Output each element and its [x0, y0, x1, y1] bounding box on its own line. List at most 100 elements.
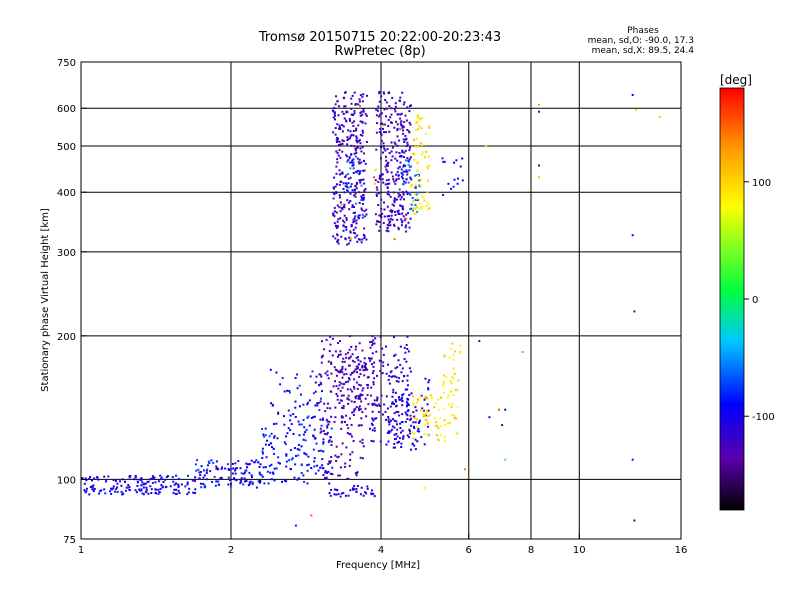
echo-point — [373, 176, 376, 179]
echo-point — [332, 131, 335, 134]
echo-point — [128, 485, 131, 488]
echo-point — [437, 427, 440, 430]
echo-point — [140, 484, 143, 487]
echo-point — [345, 174, 347, 177]
echo-point — [373, 399, 376, 402]
echo-point — [365, 492, 368, 495]
echo-point — [401, 205, 404, 208]
echo-point — [402, 215, 405, 218]
echo-point — [428, 414, 431, 417]
echo-point — [405, 119, 408, 122]
echo-point — [330, 427, 333, 430]
echo-point — [198, 471, 201, 474]
echo-point — [349, 137, 351, 140]
echo-point — [406, 434, 409, 437]
echo-point — [406, 379, 409, 382]
echo-point — [353, 378, 356, 381]
echo-point — [376, 220, 379, 223]
echo-point — [453, 414, 456, 417]
echo-point — [348, 464, 351, 467]
echo-point — [380, 198, 383, 201]
echo-point — [318, 373, 321, 376]
echo-point — [383, 403, 386, 406]
echo-point — [448, 422, 451, 425]
echo-point — [425, 396, 428, 399]
echo-point — [234, 478, 237, 481]
echo-point — [393, 336, 395, 339]
echo-point — [204, 485, 207, 488]
echo-point — [395, 120, 397, 123]
echo-point — [145, 488, 148, 491]
echo-point — [348, 398, 351, 401]
echo-point — [365, 114, 368, 117]
echo-point — [399, 204, 402, 207]
echo-point — [426, 201, 429, 204]
echo-point — [205, 472, 208, 474]
echo-point — [275, 371, 278, 374]
echo-point — [391, 175, 394, 178]
echo-point — [302, 403, 305, 406]
echo-point — [268, 465, 271, 468]
echo-point — [194, 476, 197, 479]
echo-point — [409, 370, 412, 373]
echo-point — [375, 193, 378, 196]
echo-point — [81, 477, 84, 479]
echo-point — [417, 145, 420, 148]
echo-point — [244, 480, 246, 483]
echo-point — [361, 457, 364, 460]
echo-point — [386, 164, 389, 167]
echo-point — [350, 144, 353, 147]
echo-point — [406, 418, 409, 420]
echo-point — [332, 235, 335, 238]
echo-point — [165, 475, 168, 478]
echo-point — [359, 94, 362, 97]
echo-point — [358, 162, 361, 165]
echo-point — [445, 376, 448, 379]
echo-point — [401, 404, 404, 407]
echo-point — [394, 214, 397, 216]
echo-point — [322, 473, 325, 476]
echo-point — [85, 487, 88, 490]
echo-point — [400, 224, 403, 227]
echo-point — [453, 178, 456, 181]
echo-point — [378, 92, 381, 95]
echo-point — [217, 484, 220, 486]
x-tick-label: 8 — [528, 545, 534, 556]
echo-point — [349, 355, 352, 358]
echo-point — [294, 416, 297, 418]
echo-point — [339, 210, 342, 213]
echo-point — [389, 224, 392, 227]
echo-point — [426, 422, 429, 425]
echo-point — [383, 123, 386, 126]
echo-point — [416, 425, 419, 428]
echo-point — [217, 468, 220, 471]
echo-point — [386, 407, 389, 410]
echo-point — [442, 160, 445, 163]
echo-point — [208, 462, 211, 464]
echo-point — [349, 185, 352, 188]
echo-point — [352, 125, 355, 127]
echo-point — [393, 126, 396, 129]
echo-point — [372, 339, 375, 342]
echo-point — [294, 524, 297, 527]
echo-point — [414, 448, 417, 451]
echo-point — [399, 161, 402, 164]
echo-point — [212, 461, 215, 464]
echo-point — [258, 471, 261, 474]
echo-point — [395, 400, 398, 403]
echo-point — [361, 438, 364, 441]
echo-point — [302, 419, 305, 421]
echo-point — [100, 489, 103, 492]
echo-point — [366, 394, 369, 396]
echo-point — [413, 415, 416, 418]
echo-point — [407, 436, 410, 439]
echo-point — [349, 459, 352, 461]
echo-point — [633, 310, 636, 313]
echo-point — [363, 152, 365, 155]
echo-point — [388, 221, 391, 224]
echo-point — [371, 424, 374, 426]
echo-point — [451, 342, 454, 345]
echo-point — [220, 476, 223, 479]
echo-point — [347, 186, 350, 189]
echo-point — [401, 413, 404, 416]
